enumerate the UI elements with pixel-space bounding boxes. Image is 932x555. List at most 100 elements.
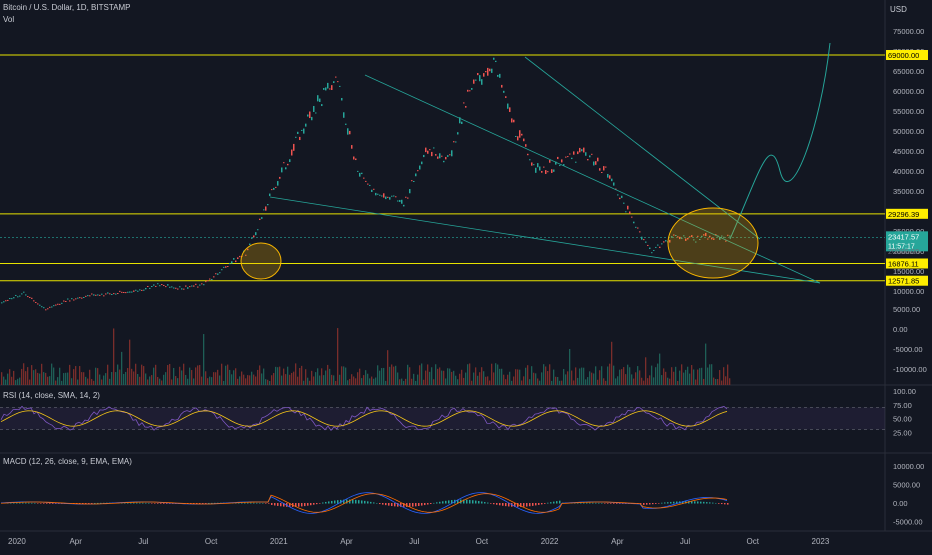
price-candle	[383, 193, 385, 198]
macd-histogram-bar	[589, 502, 591, 504]
price-candle	[467, 89, 469, 92]
price-candle	[75, 298, 77, 300]
price-candle	[553, 169, 555, 172]
macd-histogram-bar	[496, 503, 498, 505]
price-candle	[281, 167, 283, 173]
macd-histogram-bar	[598, 502, 600, 504]
macd-histogram-bar	[694, 501, 696, 504]
price-candle	[369, 184, 371, 186]
macd-title: MACD (12, 26, close, 9, EMA, EMA)	[3, 457, 132, 466]
macd-histogram-bar	[706, 502, 708, 504]
price-candle	[169, 286, 171, 288]
price-candle	[529, 159, 531, 161]
volume-bar	[11, 376, 13, 385]
macd-histogram-bar	[457, 499, 459, 504]
price-candle	[299, 136, 301, 141]
volume-bar	[621, 369, 623, 385]
volume-bar	[313, 376, 315, 385]
price-candle	[303, 128, 305, 134]
price-candle	[511, 118, 513, 123]
volume-bar	[187, 378, 189, 385]
x-axis-label: Apr	[340, 537, 353, 546]
volume-bar	[459, 373, 461, 385]
volume-bar	[713, 377, 715, 385]
price-candle	[509, 107, 511, 112]
price-candle	[107, 292, 109, 294]
price-candle	[595, 161, 597, 165]
macd-histogram-bar	[475, 500, 477, 504]
price-candle	[573, 151, 575, 155]
price-candle	[7, 299, 9, 301]
price-candle	[263, 209, 265, 211]
volume-bar	[203, 334, 205, 385]
volume-bar	[715, 379, 717, 385]
price-candle	[385, 196, 387, 200]
volume-bar	[593, 373, 595, 385]
volume-bar	[71, 378, 73, 385]
volume-bar	[181, 370, 183, 385]
price-candle	[495, 60, 497, 63]
volume-bar	[275, 366, 277, 385]
volume-bar	[667, 377, 669, 385]
macd-histogram-bar	[721, 503, 723, 505]
volume-bar	[237, 378, 239, 385]
macd-histogram-bar	[556, 501, 558, 504]
price-candle	[681, 237, 683, 239]
volume-bar	[513, 376, 515, 385]
volume-bar	[191, 370, 193, 385]
macd-histogram-bar	[463, 499, 465, 504]
macd-histogram-bar	[274, 503, 276, 506]
volume-bar	[469, 363, 471, 385]
x-axis-label: Apr	[69, 537, 82, 546]
macd-histogram-bar	[424, 503, 426, 506]
x-axis-label: Apr	[611, 537, 624, 546]
price-candle	[215, 273, 217, 275]
volume-bar	[467, 364, 469, 385]
macd-histogram-bar	[163, 503, 165, 504]
volume-bar	[83, 372, 85, 385]
volume-bar	[707, 367, 709, 385]
macd-histogram-bar	[676, 501, 678, 504]
volume-bar	[505, 379, 507, 385]
price-candle	[533, 164, 535, 166]
macd-histogram-bar	[40, 503, 42, 504]
volume-bar	[291, 372, 293, 385]
volume-bar	[335, 380, 337, 385]
macd-histogram-bar	[148, 502, 150, 504]
projection-path	[729, 42, 831, 240]
macd-histogram-bar	[427, 503, 429, 505]
price-candle	[145, 287, 147, 290]
volume-bar	[669, 378, 671, 385]
price-candle	[641, 236, 643, 240]
volume-bar	[723, 367, 725, 385]
volume-bar	[415, 380, 417, 385]
price-candle	[171, 286, 173, 288]
price-candle	[497, 74, 499, 77]
volume-bar	[455, 375, 457, 385]
volume-bar	[309, 380, 311, 385]
price-candle	[711, 237, 713, 240]
volume-bar	[75, 366, 77, 385]
volume-bar	[229, 369, 231, 385]
price-candle	[255, 232, 257, 236]
macd-histogram-bar	[538, 503, 540, 505]
volume-bar	[611, 341, 613, 385]
volume-bar	[555, 376, 557, 385]
price-candle	[729, 235, 731, 237]
volume-bar	[199, 365, 201, 385]
price-candle	[655, 246, 657, 248]
volume-bar	[579, 368, 581, 385]
volume-bar	[647, 378, 649, 385]
volume-bar	[307, 377, 309, 385]
volume-bar	[141, 364, 143, 385]
price-candle	[707, 238, 709, 240]
signal-line	[0, 493, 728, 513]
volume-bar	[65, 372, 67, 385]
volume-bar	[213, 372, 215, 385]
macd-histogram-bar	[391, 503, 393, 507]
volume-bar	[665, 371, 667, 385]
volume-bar	[531, 366, 533, 385]
volume-bar	[471, 380, 473, 385]
